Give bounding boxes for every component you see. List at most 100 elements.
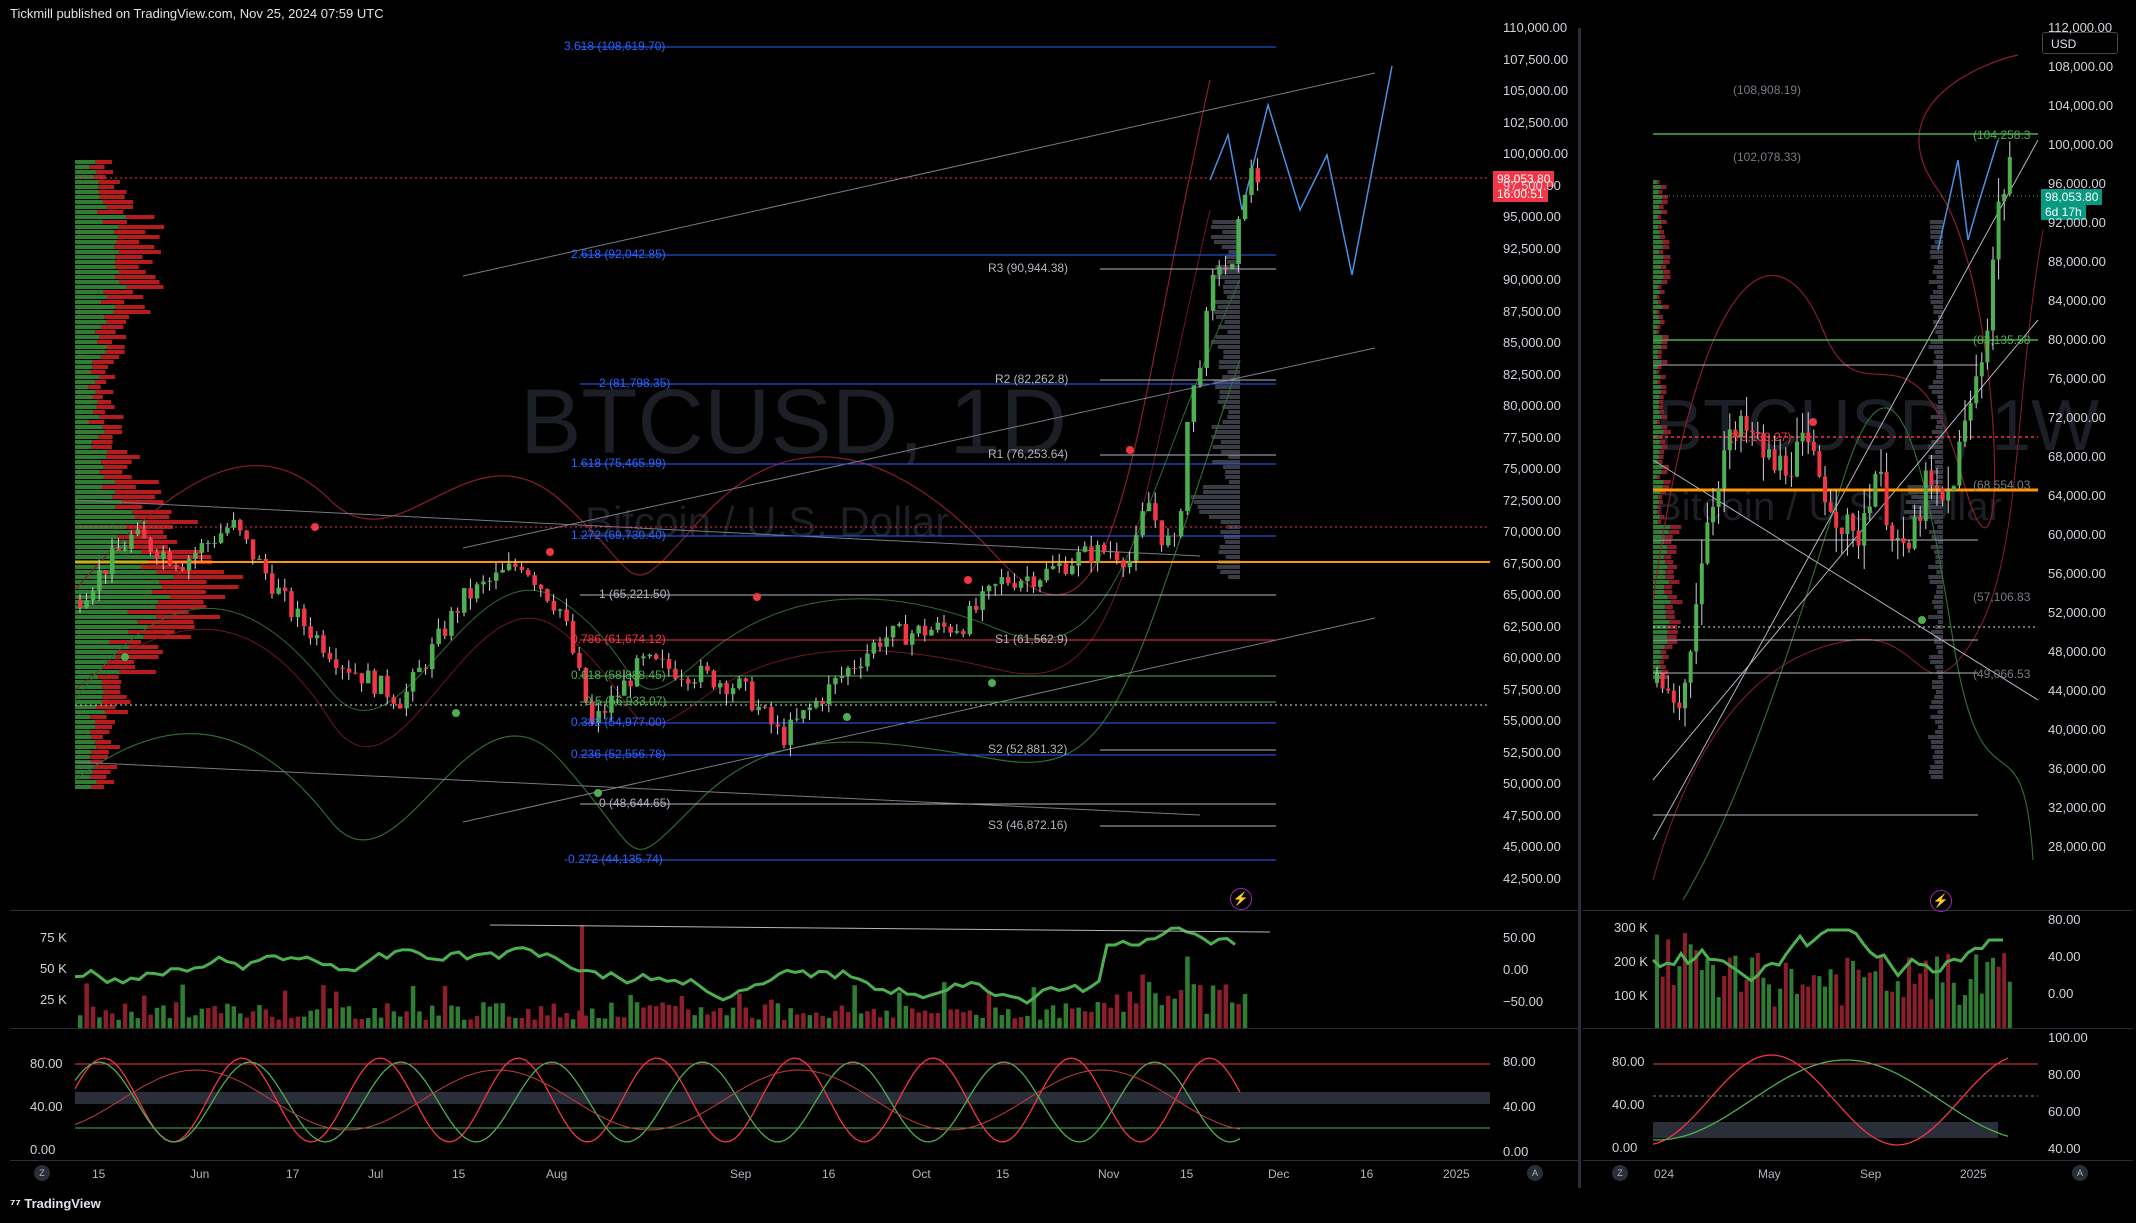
candle-body bbox=[686, 679, 691, 684]
left-chart-canvas[interactable] bbox=[0, 0, 1580, 1190]
profile-bar bbox=[1937, 610, 1943, 614]
volume-bar bbox=[90, 1006, 96, 1028]
profile-bar bbox=[1657, 520, 1662, 524]
trend-line[interactable] bbox=[1652, 459, 2039, 701]
candle-body bbox=[257, 558, 262, 560]
volume-bar bbox=[494, 1003, 499, 1028]
signal-dot bbox=[311, 523, 319, 531]
volume-bar bbox=[724, 1015, 729, 1028]
currency-button[interactable]: USD bbox=[2042, 32, 2118, 54]
middle-band bbox=[74, 209, 1211, 748]
pane-divider[interactable] bbox=[10, 910, 1578, 911]
profile-bar bbox=[75, 700, 103, 704]
profile-bar bbox=[75, 620, 138, 624]
profile-bar bbox=[1223, 350, 1240, 354]
volume-bar bbox=[1806, 986, 1811, 1028]
volume-bar bbox=[1951, 982, 1956, 1028]
volume-bar bbox=[455, 1006, 461, 1028]
candle-body bbox=[532, 575, 537, 585]
profile-bar bbox=[1930, 230, 1943, 234]
volume-bar bbox=[788, 1008, 793, 1028]
candle-body bbox=[1890, 525, 1895, 540]
volume-bar bbox=[1895, 981, 1900, 1028]
candle-body bbox=[641, 656, 646, 659]
trend-line[interactable] bbox=[462, 617, 1376, 823]
candle-body bbox=[967, 605, 973, 635]
volume-bar bbox=[2007, 981, 2012, 1028]
profile-bar bbox=[96, 405, 115, 409]
candle-body bbox=[577, 652, 582, 668]
trend-line[interactable] bbox=[74, 499, 1201, 557]
time-axis-label: 15 bbox=[452, 1167, 466, 1181]
trend-line[interactable] bbox=[1652, 319, 2039, 781]
zoom-icon[interactable]: Z bbox=[34, 1165, 50, 1181]
profile-bar bbox=[1658, 365, 1662, 369]
signal-dot bbox=[1126, 446, 1134, 454]
volume-bar bbox=[1038, 1019, 1043, 1028]
volume-bar bbox=[922, 1010, 928, 1028]
candle-body bbox=[1166, 535, 1171, 546]
signal-dot bbox=[452, 709, 460, 717]
profile-bar bbox=[1928, 445, 1943, 449]
profile-bar bbox=[1656, 295, 1660, 299]
profile-bar bbox=[75, 695, 103, 699]
profile-bar bbox=[75, 325, 102, 329]
pane-divider[interactable] bbox=[1583, 910, 2133, 911]
right-chart-canvas[interactable] bbox=[1583, 0, 2136, 1190]
volume-bar bbox=[199, 1008, 205, 1028]
candle-body bbox=[1918, 516, 1923, 521]
pane-divider[interactable] bbox=[10, 1028, 1578, 1029]
candle-body bbox=[346, 668, 352, 673]
profile-bar bbox=[75, 615, 157, 619]
trend-line[interactable] bbox=[462, 347, 1376, 549]
pane-divider[interactable] bbox=[1583, 1028, 2133, 1029]
profile-bar bbox=[106, 345, 125, 349]
profile-bar bbox=[1936, 585, 1943, 589]
volume-bar bbox=[1935, 956, 1939, 1028]
price-axis-label: 76,000.00 bbox=[2048, 371, 2106, 386]
profile-bar bbox=[1214, 310, 1240, 314]
profile-bar bbox=[1653, 420, 1658, 424]
candle-body bbox=[1025, 576, 1030, 582]
volume-bar bbox=[1153, 993, 1158, 1028]
auto-scale-icon[interactable]: A bbox=[2072, 1165, 2088, 1181]
profile-bar bbox=[1220, 570, 1240, 574]
profile-bar bbox=[98, 435, 113, 439]
profile-bar bbox=[75, 170, 96, 174]
zoom-icon[interactable]: Z bbox=[1612, 1165, 1628, 1181]
fib-lines bbox=[580, 46, 1276, 861]
profile-bar bbox=[1937, 675, 1943, 679]
projection-path[interactable] bbox=[1209, 65, 1393, 276]
volume-bar bbox=[110, 1013, 115, 1028]
profile-bar bbox=[101, 460, 132, 464]
profile-bar bbox=[115, 655, 159, 659]
chart-divider[interactable] bbox=[1578, 28, 1581, 1188]
volume-bar bbox=[654, 1006, 659, 1028]
profile-bar bbox=[1228, 250, 1240, 254]
profile-bar bbox=[1932, 270, 1943, 274]
volume-bar bbox=[84, 983, 89, 1028]
candle-body bbox=[263, 558, 269, 574]
candle-body bbox=[1198, 367, 1203, 386]
profile-bar bbox=[130, 530, 164, 534]
profile-bar bbox=[1199, 510, 1240, 514]
price-axis-label: 95,000.00 bbox=[1503, 209, 1561, 224]
volume-bar bbox=[1828, 969, 1833, 1028]
volume-bar bbox=[1918, 973, 1923, 1028]
candle-body bbox=[1834, 511, 1839, 528]
candle-body bbox=[1159, 520, 1165, 546]
trend-line[interactable] bbox=[462, 72, 1376, 277]
profile-bar bbox=[75, 405, 97, 409]
auto-scale-icon[interactable]: A bbox=[1527, 1165, 1543, 1181]
candle-body bbox=[1223, 266, 1229, 269]
lightning-icon[interactable]: ⚡ bbox=[1230, 888, 1252, 910]
profile-bar bbox=[75, 255, 116, 259]
price-axis-label: 62,500.00 bbox=[1503, 618, 1561, 634]
candle-body bbox=[788, 719, 793, 746]
profile-bar bbox=[75, 745, 97, 749]
trend-line[interactable] bbox=[74, 761, 1201, 816]
lightning-icon[interactable]: ⚡ bbox=[1930, 890, 1952, 912]
profile-bar bbox=[103, 290, 133, 294]
profile-bar bbox=[1653, 310, 1657, 314]
projection-path[interactable] bbox=[1937, 139, 1999, 251]
